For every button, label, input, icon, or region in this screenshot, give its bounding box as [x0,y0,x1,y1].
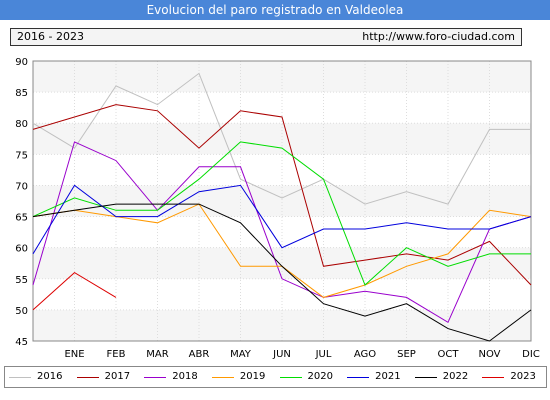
legend-label: 2022 [442,371,469,382]
legend-label: 2018 [172,371,198,382]
y-tick-label: 85 [15,88,28,99]
plot-frame [32,60,532,342]
y-tick-label: 70 [15,181,28,192]
legend-label: 2019 [239,371,266,382]
source-url[interactable]: http://www.foro-ciudad.com [362,30,515,43]
legend-swatch [414,377,437,378]
series-line-2022 [32,203,532,342]
series-lines [32,72,532,342]
legend-swatch [9,377,31,378]
x-tick-label: ABR [189,349,210,360]
x-tick-label: DIC [522,349,540,360]
y-tick-label: 45 [15,337,28,348]
background-band [33,123,531,155]
x-tick-label: MAY [230,349,252,360]
x-tick-label: OCT [438,349,460,360]
x-tick-label: AGO [354,349,376,360]
y-tick-label: 60 [15,244,28,255]
legend-item-2019: 2019 [211,367,274,387]
chart-title: Evolucion del paro registrado en Valdeol… [0,0,550,20]
y-tick-label: 50 [15,306,28,317]
legend-item-2017: 2017 [76,367,139,387]
series-line-2021 [32,184,532,255]
series-line-2023 [32,271,117,311]
y-tick-label: 55 [15,275,28,286]
period-label: 2016 - 2023 [17,30,84,43]
info-box: 2016 - 2023 http://www.foro-ciudad.com [10,28,522,46]
legend-label: 2021 [375,371,401,382]
legend-swatch [211,377,234,378]
legend-item-2020: 2020 [279,367,342,387]
series-line-2016 [32,72,531,205]
x-tick-label: MAR [146,349,168,360]
legend-swatch [347,377,370,378]
legend-label: 2016 [37,371,63,382]
legend-swatch [144,377,167,378]
x-tick-label: JUN [272,349,291,360]
tick-labels: 45 50 55 60 65 70 75 80 85 90 ENE FEB MAR ABR MAY JUN JU… [15,57,540,360]
background-band [33,247,531,279]
x-tick-label: SEP [397,349,416,360]
legend-label: 2020 [307,371,333,382]
y-tick-label: 80 [15,119,28,130]
x-tick-label: ENE [64,349,84,360]
series-line-2018 [32,141,532,324]
axes [32,60,532,342]
legend-item-2018: 2018 [144,367,206,387]
series-line-2017 [32,104,532,286]
legend-item-2023: 2023 [482,367,544,387]
legend: 2016 2017 2018 2019 2020 2021 2022 2023 [4,366,547,388]
legend-item-2016: 2016 [9,367,71,387]
y-tick-label: 75 [15,150,28,161]
y-tick-label: 65 [15,213,28,224]
x-tick-label: JUL [315,349,332,360]
legend-label: 2017 [104,371,131,382]
series-line-2020 [32,141,531,286]
x-tick-label: FEB [107,349,126,360]
x-tick-label: NOV [478,349,500,360]
legend-item-2021: 2021 [347,367,409,387]
legend-swatch [482,377,505,378]
legend-swatch [279,377,302,378]
legend-item-2022: 2022 [414,367,477,387]
y-tick-label: 90 [15,57,28,68]
legend-label: 2023 [510,371,536,382]
legend-swatch [76,377,99,378]
